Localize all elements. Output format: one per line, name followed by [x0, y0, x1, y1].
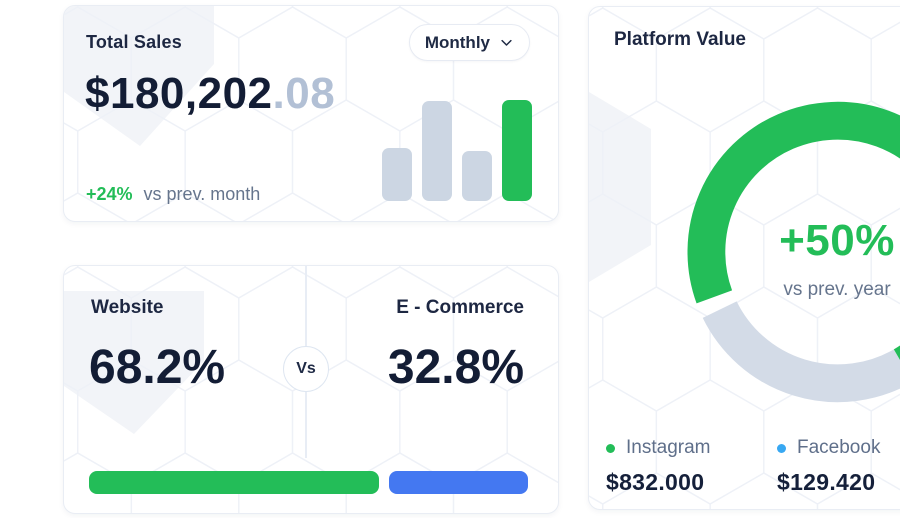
ecommerce-progress-segment: [388, 471, 528, 494]
website-vs-ecommerce-card: Website E - Commerce 68.2% 32.8% Vs: [63, 265, 559, 514]
facebook-label: Facebook: [797, 437, 881, 458]
amount-integer: $180,202: [85, 69, 273, 118]
vs-badge: Vs: [283, 346, 329, 392]
legend-item-instagram: Instagram $832.000: [606, 437, 776, 496]
amount-fraction: .08: [272, 69, 336, 118]
split-progress-bar: [89, 471, 528, 494]
mini-bar: [502, 100, 532, 201]
instagram-dot-icon: [606, 443, 615, 453]
sales-change: +24% vs prev. month: [86, 184, 260, 205]
legend-item-facebook: Facebook $129.420: [777, 437, 900, 496]
ecommerce-label: E - Commerce: [396, 297, 524, 318]
website-progress-segment: [89, 471, 379, 494]
period-selector[interactable]: Monthly: [408, 24, 530, 61]
donut-center-label: +50% vs prev. year: [727, 219, 900, 301]
mini-bar: [422, 101, 452, 201]
platform-change-caption: vs prev. year: [783, 279, 891, 300]
platform-change-percent: +50%: [779, 216, 895, 265]
mini-bar: [462, 150, 492, 201]
total-sales-title: Total Sales: [86, 32, 182, 52]
mini-bar: [382, 148, 412, 201]
facebook-value: $129.420: [777, 469, 876, 495]
sales-change-percent: +24%: [86, 184, 133, 204]
ecommerce-percent: 32.8%: [387, 341, 524, 394]
chevron-down-icon: [501, 39, 512, 46]
website-percent: 68.2%: [89, 341, 226, 394]
platform-value-title: Platform Value: [614, 29, 746, 50]
facebook-dot-icon: [777, 443, 786, 453]
sales-change-caption: vs prev. month: [143, 184, 261, 204]
period-selector-label: Monthly: [424, 32, 490, 52]
total-sales-card: Total Sales Monthly $180,202.08 +24% vs …: [63, 5, 559, 222]
total-sales-amount: $180,202.08: [85, 72, 335, 116]
website-label: Website: [91, 297, 164, 318]
mini-bar-chart: [382, 100, 532, 201]
platform-value-card: Platform Value +50% vs prev. year Instag…: [588, 6, 900, 510]
instagram-label: Instagram: [626, 437, 711, 458]
instagram-value: $832.000: [606, 469, 705, 495]
platform-donut-chart: [687, 101, 900, 403]
